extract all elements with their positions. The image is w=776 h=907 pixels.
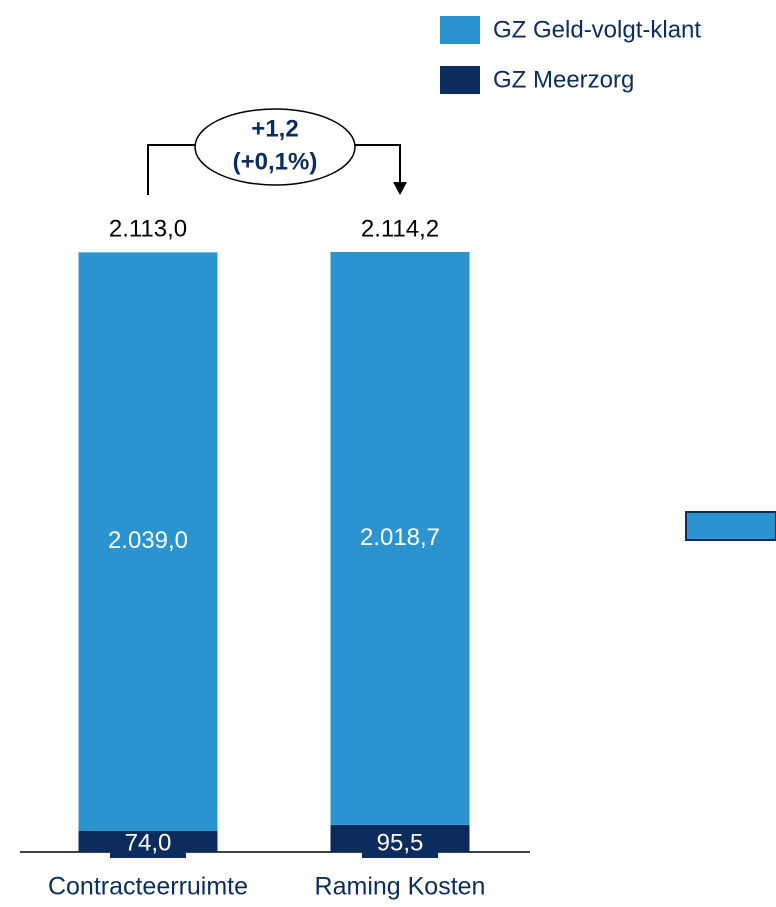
value-label: 95,5 — [377, 829, 424, 856]
annotation-bubble — [194, 108, 356, 186]
total-label: 2.113,0 — [109, 216, 187, 243]
legend-label: GZ Meerzorg — [493, 66, 634, 93]
legend-swatch — [440, 16, 480, 44]
label-box — [362, 830, 438, 858]
x-tick-label: Raming Kosten — [315, 873, 486, 901]
x-tick-label: Contracteerruimte — [48, 873, 248, 901]
annotation-change: +1,2 — [251, 115, 298, 142]
bar-segment — [78, 252, 218, 831]
annotation-change-pct: (+0,1%) — [233, 148, 318, 175]
legend-label: GZ Geld-volgt-klant — [493, 16, 701, 43]
decoration — [685, 511, 776, 541]
bracket-left — [147, 144, 196, 195]
value-label: 2.018,7 — [360, 524, 440, 551]
legend-swatch — [440, 66, 480, 94]
value-label: 2.039,0 — [108, 527, 188, 554]
arrow-head — [393, 182, 407, 195]
value-label: 74,0 — [125, 829, 172, 856]
label-box — [110, 830, 186, 858]
total-label: 2.114,2 — [361, 215, 439, 242]
bar-segment — [330, 252, 470, 825]
bracket-right — [354, 144, 401, 183]
